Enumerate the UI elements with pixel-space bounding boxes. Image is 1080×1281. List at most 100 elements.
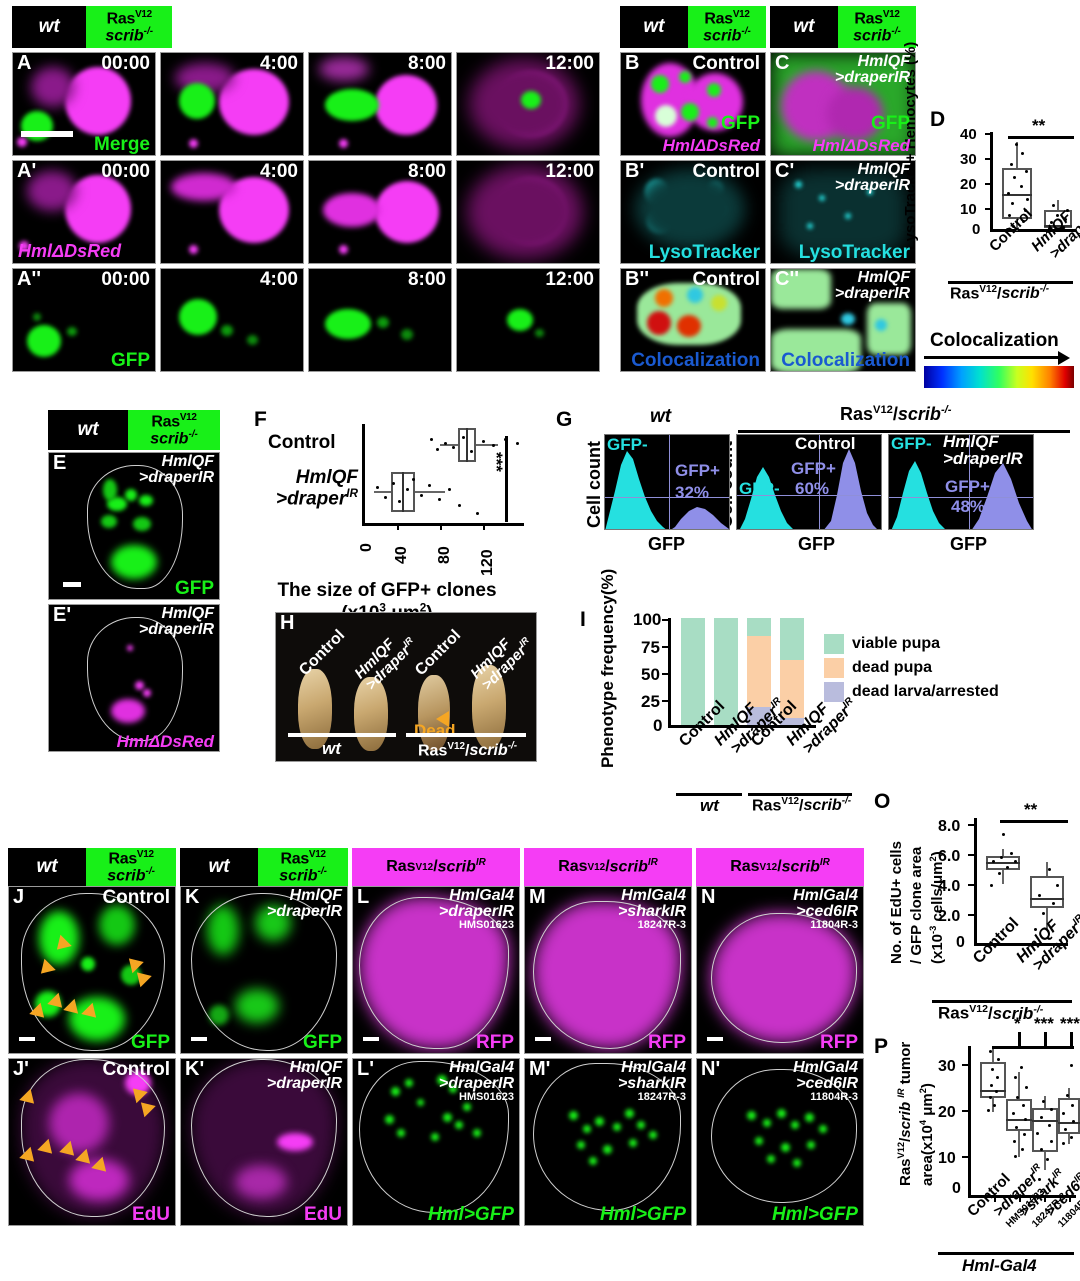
panel-C-dprime: C'' HmlQF >draperIR Colocalization <box>770 268 916 372</box>
panel-F-cat-draperIR: HmlQF >draperIR <box>275 467 358 510</box>
genotype-bar-M: Ras V12/scribIR <box>524 848 692 886</box>
panel-J-prime: J' Control EdU <box>8 1058 176 1226</box>
panel-B: B Control GFP HmlΔDsRed <box>620 52 766 156</box>
timestamp-Ap-1: 4:00 <box>259 161 298 182</box>
stock-M-prime: 18247R-3 <box>637 1091 686 1103</box>
timestamp-App-0: 00:00 <box>101 269 150 290</box>
channel-label-gfp-A: GFP <box>110 350 150 371</box>
panel-G-control-condition: Control <box>795 434 856 453</box>
channel-label-dsred-E: HmlΔDsRed <box>116 732 214 751</box>
panel-I-group-line-ras <box>748 793 852 796</box>
panel-C-prime: C' HmlQF >draperIR LysoTracker <box>770 160 916 264</box>
channel-label-rfp-N: RFP <box>820 1032 858 1053</box>
panel-K: K HmlQF >draperIR GFP <box>180 886 348 1054</box>
panel-label-C: C <box>775 52 790 74</box>
genotype-wt-label-J: wt <box>8 848 87 886</box>
panel-O-ytick-4: 4.0 <box>938 878 961 895</box>
genotype-ras-scribIR-L: Ras V12/scribIR <box>352 848 520 886</box>
panel-H-group-wt: wt <box>322 739 341 758</box>
panel-L: L HmlGal4 >draperIR HMS01623 RFP <box>352 886 520 1054</box>
channel-label-gfp-E: GFP <box>174 578 214 599</box>
panel-I-bar-0 <box>681 618 705 725</box>
condition-C: HmlQF >draperIR <box>834 53 910 86</box>
channel-labels-C: GFP <box>870 113 910 134</box>
panel-P-ytick-10: 10 <box>938 1150 956 1167</box>
panel-I-group-line-wt <box>676 793 742 796</box>
panel-D-ytick-0: 0 <box>972 221 981 238</box>
panel-P-significance-1: *** <box>1034 1014 1054 1033</box>
genotype-wt-label-B: wt <box>620 6 688 48</box>
timestamp-Ap-2: 8:00 <box>407 161 446 182</box>
timestamp-App-1: 4:00 <box>259 269 298 290</box>
channel-label-rfp-M: RFP <box>648 1032 686 1053</box>
panel-label-H: H <box>280 612 295 634</box>
genotype-bar-A: wt RasV12 scrib-/- <box>12 6 172 48</box>
panel-Aprime-t2: 8:00 <box>308 160 452 264</box>
panel-E-prime: E' HmlQF >draperIR HmlΔDsRed <box>48 604 220 752</box>
panel-P-significance-2: *** <box>1060 1014 1080 1033</box>
panel-D-ytick-20: 20 <box>960 176 977 193</box>
panel-H-dead-label: Dead <box>414 721 456 740</box>
panel-M: M HmlGal4 >sharkIR 18247R-3 RFP <box>524 886 692 1054</box>
genotype-ras-label-C: RasV12 scrib-/- <box>837 6 916 48</box>
channel-label-edu-K: EdU <box>304 1204 342 1225</box>
panel-label-P: P <box>874 1035 889 1058</box>
panel-G-flow-control: Control GFP- GFP+ 60% <box>736 434 882 530</box>
panel-G-flow-draperIR: GFP- HmlQF >draperIR GFP+ 48% <box>888 434 1034 530</box>
panel-D-sig-bar <box>1008 136 1074 139</box>
panel-label-L-prime: L' <box>357 1058 374 1080</box>
panel-F-significance: *** <box>487 452 506 472</box>
panel-O-group-label: RasV12/scrib-/- <box>938 1003 1044 1023</box>
panel-M-prime: M' HmlGal4 >sharkIR 18247R-3 Hml>GFP <box>524 1058 692 1226</box>
panel-Adprime-t3: 12:00 <box>456 268 600 372</box>
panel-D-group-label: RasV12/scrib-/- <box>950 284 1050 303</box>
panel-F-cat-control: Control <box>268 432 336 453</box>
channel-label-C-dsred: HmlΔDsRed <box>812 136 910 155</box>
panel-G-draperIR-value: 48% <box>951 497 986 516</box>
panel-label-M-prime: M' <box>529 1058 551 1080</box>
panel-I-bar-1 <box>714 618 738 725</box>
timestamp-Ap-0: 00:00 <box>101 161 150 182</box>
panel-G-control-pos: GFP+ <box>791 459 836 478</box>
panel-P-ylabel-2: area(x104 μm2) <box>918 1083 936 1186</box>
panel-I-bar-2 <box>747 618 771 725</box>
panel-O-sig-bar <box>1000 820 1068 823</box>
panel-I-ytick-75: 75 <box>641 638 660 657</box>
panel-I-group-wt: wt <box>700 796 719 815</box>
genotype-ras-label-J: RasV12 scrib-/- <box>86 848 176 886</box>
stock-L: HMS01623 <box>458 919 514 931</box>
panel-D-group-line <box>948 281 1073 284</box>
panel-C: C HmlQF >draperIR GFP HmlΔDsRed <box>770 52 916 156</box>
dead-arrowhead <box>436 711 449 727</box>
panel-Adprime-t1: 4:00 <box>160 268 304 372</box>
channel-label-gfp-K: GFP <box>302 1032 342 1053</box>
panel-P-ytick-20: 20 <box>938 1104 956 1121</box>
genotype-ras-label-E: RasV12 scrib-/- <box>128 410 220 450</box>
panel-P-ytick-30: 30 <box>938 1058 956 1075</box>
panel-D-ytick-30: 30 <box>960 151 977 168</box>
panel-O-ytick-6: 6.0 <box>938 848 961 865</box>
channel-label-hmldsred: HmlΔDsRed <box>18 241 122 261</box>
panel-G-xlabel-3: GFP <box>950 534 988 554</box>
panel-I-bar-3 <box>780 618 804 725</box>
panel-I-group-ras: RasV12/scrib-/- <box>752 796 852 815</box>
panel-label-A-dprime: A'' <box>17 268 41 290</box>
condition-N-prime: HmlGal4 >ced6IR 11804R-3 <box>793 1059 858 1103</box>
timestamp-A-3: 12:00 <box>545 53 594 74</box>
panel-label-M: M <box>529 886 546 908</box>
channel-label-lysotracker-B: LysoTracker <box>648 242 760 263</box>
panel-D-yaxis <box>990 132 993 232</box>
condition-N: HmlGal4 >ced6IR 11804R-3 <box>793 887 858 931</box>
condition-J-prime: Control <box>102 1059 170 1080</box>
panel-G-wt-pos: GFP+ <box>675 461 720 480</box>
panel-O-ytick-2: 2.0 <box>938 908 961 925</box>
colocalization-arrow-line <box>924 356 1060 359</box>
genotype-bar-J: wt RasV12 scrib-/- <box>8 848 176 886</box>
panel-A-t3: 12:00 <box>456 52 600 156</box>
genotype-wt-label: wt <box>12 6 87 48</box>
panel-A-t0: A 00:00 Merge <box>12 52 156 156</box>
panel-P-box-draper <box>1006 1099 1032 1131</box>
panel-O-xaxis <box>974 943 1068 946</box>
panel-A-t1: 4:00 <box>160 52 304 156</box>
panel-I-legend-swatch-0 <box>824 634 844 654</box>
